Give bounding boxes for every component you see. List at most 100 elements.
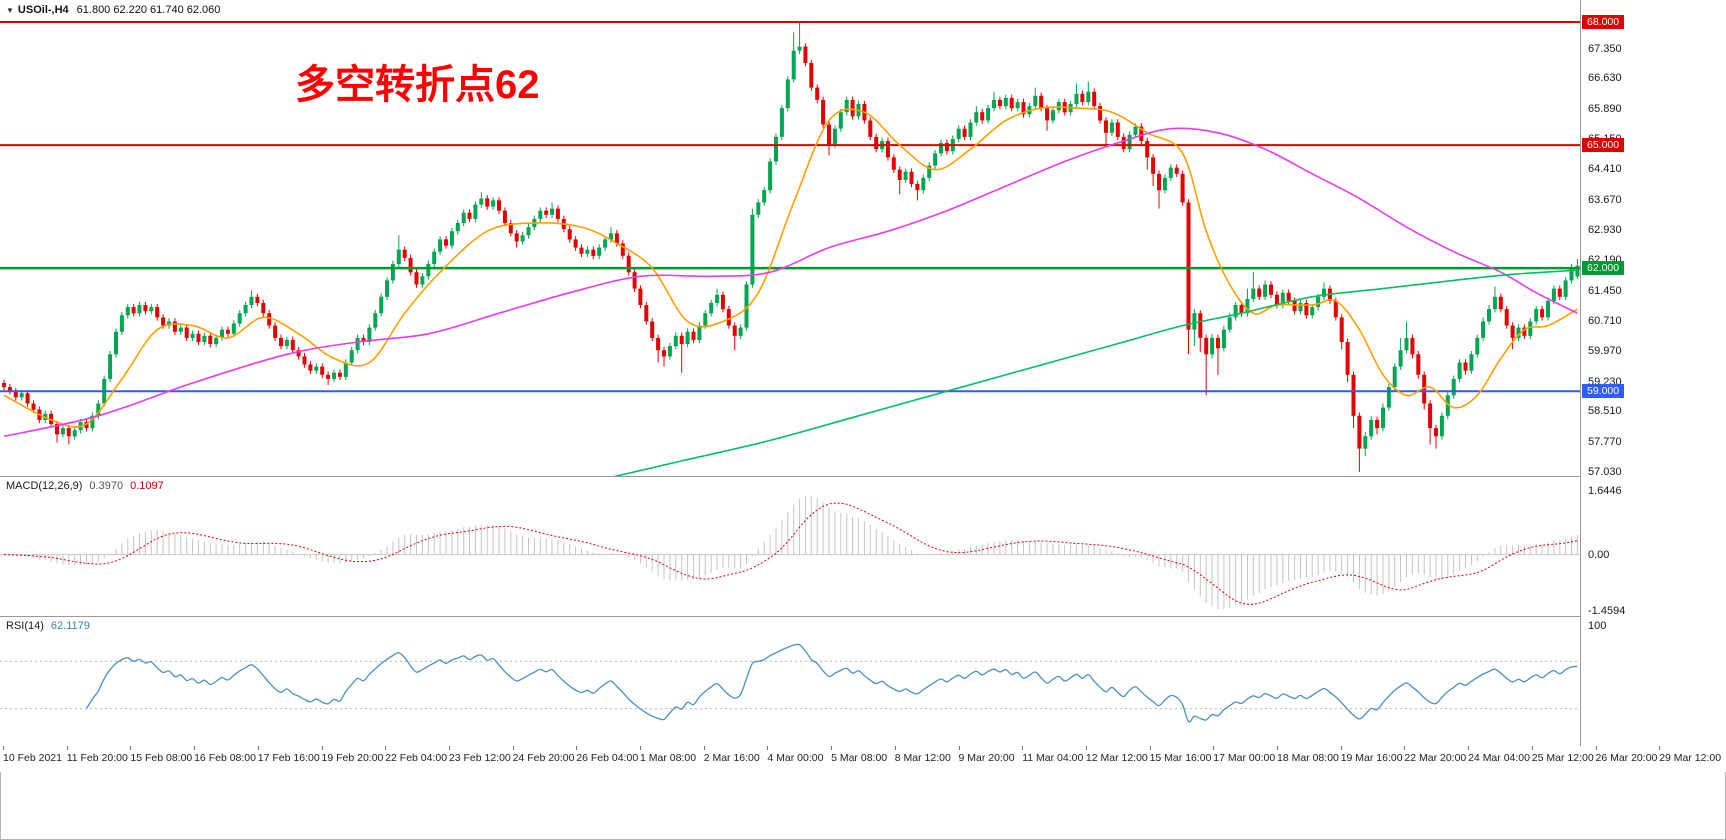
- ma-fast: [3, 106, 1578, 428]
- rsi-label: RSI(14) 62.1179: [6, 620, 90, 632]
- macd-axis-label: 0.00: [1588, 548, 1610, 561]
- macd-name: MACD(12,26,9): [6, 480, 83, 492]
- time-tick: [1149, 746, 1151, 750]
- time-tick: [1531, 746, 1533, 750]
- price-tick-label: 66.630: [1588, 72, 1622, 85]
- ma-slow: [613, 269, 1578, 476]
- time-label: 16 Feb 08:00: [194, 752, 256, 764]
- price-tick-label: 63.670: [1588, 193, 1622, 206]
- time-label: 24 Feb 20:00: [512, 752, 575, 764]
- time-tick: [1340, 746, 1342, 750]
- time-tick: [130, 746, 132, 750]
- time-tick: [257, 746, 259, 750]
- time-label: 22 Mar 20:00: [1404, 752, 1467, 764]
- price-level-badge: 65.000: [1582, 138, 1625, 153]
- time-tick: [1277, 746, 1278, 750]
- price-tick-label: 59.970: [1588, 345, 1622, 358]
- symbol-timeframe-label: USOil-,H4: [17, 4, 69, 16]
- time-tick: [194, 746, 196, 750]
- ma-mid: [3, 127, 1578, 438]
- moving-averages-group: [3, 106, 1578, 476]
- price-tick-label: 61.450: [1588, 284, 1622, 297]
- time-label: 10 Feb 2021: [3, 752, 62, 764]
- time-label: 19 Feb 20:00: [321, 752, 384, 764]
- time-label: 22 Feb 04:00: [385, 752, 448, 764]
- price-axis[interactable]: 67.35066.63065.89065.15064.41063.67062.9…: [1580, 0, 1726, 746]
- time-label: 11 Mar 04:00: [1022, 752, 1084, 764]
- price-tick-label: 60.710: [1588, 315, 1622, 327]
- time-tick: [703, 746, 705, 750]
- macd-signal-value: 0.1097: [130, 480, 164, 492]
- price-tick-label: 57.770: [1588, 435, 1622, 448]
- time-label: 17 Feb 16:00: [257, 752, 320, 764]
- price-level-badge: 59.000: [1582, 384, 1625, 399]
- time-label: 8 Mar 12:00: [894, 752, 951, 764]
- price-tick-label: 65.890: [1588, 102, 1622, 115]
- time-label: 26 Feb 04:00: [576, 752, 639, 764]
- candles-group: [2, 22, 1580, 472]
- price-tick-label: 64.410: [1588, 163, 1622, 176]
- time-label: 26 Mar 20:00: [1595, 752, 1658, 764]
- time-label: 19 Mar 16:00: [1340, 752, 1403, 764]
- rsi-value: 62.1179: [50, 620, 90, 632]
- macd-chart[interactable]: [0, 477, 1580, 616]
- annotation-text[interactable]: 多空转折点62: [295, 63, 540, 107]
- time-label: 1 Mar 08:00: [640, 752, 697, 764]
- time-label: 23 Feb 12:00: [448, 752, 511, 764]
- chart-title: ▼ USOil-,H4 61.800 62.220 61.740 62.060: [6, 4, 220, 16]
- time-tick: [767, 746, 769, 750]
- time-label: 11 Feb 20:00: [66, 752, 128, 764]
- time-tick: [1022, 746, 1024, 750]
- time-label: 29 Mar 12:00: [1659, 752, 1722, 764]
- time-tick: [3, 746, 4, 750]
- time-tick: [321, 746, 323, 750]
- time-tick: [1213, 746, 1215, 750]
- time-tick: [1404, 746, 1406, 750]
- price-level-badge: 68.000: [1582, 15, 1625, 29]
- macd-panel[interactable]: MACD(12,26,9) 0.3970 0.1097: [0, 477, 1580, 617]
- macd-signal-line: [3, 502, 1578, 605]
- time-tick: [1468, 746, 1470, 750]
- price-tick-label: 57.030: [1588, 466, 1622, 478]
- time-label: 17 Mar 00:00: [1213, 752, 1276, 764]
- time-axis[interactable]: 10 Feb 2021 11 Feb 20:00 15 Feb 08:00 16 Fe…: [0, 746, 1726, 772]
- rsi-line: [85, 643, 1578, 723]
- time-tick: [894, 746, 896, 750]
- time-tick: [831, 746, 833, 750]
- time-label: 12 Mar 12:00: [1085, 752, 1148, 764]
- macd-axis-label: 1.6446: [1588, 485, 1622, 497]
- time-label: 25 Mar 12:00: [1531, 752, 1594, 764]
- ohlc-values: 61.800 62.220 61.740 62.060: [76, 4, 221, 16]
- time-tick: [385, 746, 387, 750]
- time-tick: [66, 746, 68, 750]
- time-label: 15 Feb 08:00: [130, 752, 193, 764]
- time-label: 9 Mar 20:00: [958, 752, 1015, 764]
- macd-axis-label: -1.4594: [1588, 605, 1626, 617]
- macd-main-value: 0.3970: [89, 480, 124, 492]
- price-tick-label: 67.350: [1588, 42, 1622, 55]
- time-tick: [512, 746, 514, 750]
- time-label: 15 Mar 16:00: [1149, 752, 1212, 764]
- price-level-badge: 62.000: [1582, 261, 1625, 276]
- candlestick-chart[interactable]: [0, 0, 1580, 476]
- macd-label: MACD(12,26,9) 0.3970 0.1097: [6, 480, 164, 492]
- dropdown-arrow-icon[interactable]: ▼: [6, 6, 14, 15]
- rsi-panel[interactable]: RSI(14) 62.1179: [0, 617, 1580, 747]
- time-label: 24 Mar 04:00: [1468, 752, 1530, 764]
- price-tick-label: 58.510: [1588, 405, 1622, 418]
- rsi-name: RSI(14): [6, 620, 44, 632]
- macd-histogram-group: [9, 496, 1578, 609]
- level-lines-group: [0, 21, 1580, 393]
- time-tick: [1659, 746, 1661, 750]
- time-tick: [576, 746, 578, 750]
- rsi-chart[interactable]: [0, 617, 1580, 746]
- main-chart-panel[interactable]: ▼ USOil-,H4 61.800 62.220 61.740 62.060 多空…: [0, 0, 1580, 477]
- time-tick: [1595, 746, 1597, 750]
- time-tick: [1085, 746, 1087, 750]
- time-label: 2 Mar 16:00: [703, 752, 760, 764]
- price-tick-label: 62.930: [1588, 224, 1622, 236]
- time-label: 5 Mar 08:00: [831, 752, 888, 764]
- time-tick: [958, 746, 960, 750]
- time-tick: [448, 746, 450, 750]
